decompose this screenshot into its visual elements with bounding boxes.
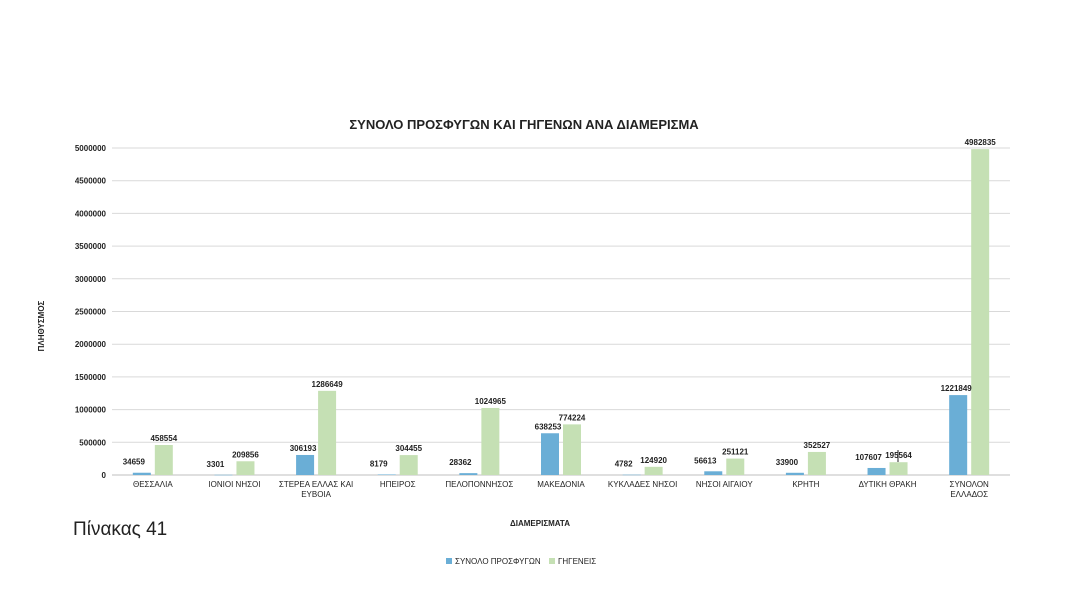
- data-label-refugees: 638253: [535, 422, 562, 431]
- bar-refugees: [296, 454, 315, 475]
- y-tick-label: 2000000: [75, 340, 107, 349]
- x-category-label: ΔΥΤΙΚΗ ΘΡΑΚΗ: [859, 480, 917, 489]
- data-label-refugees: 33900: [776, 458, 799, 467]
- y-tick-label: 4500000: [75, 177, 107, 186]
- bar-natives: [481, 407, 500, 475]
- data-label-refugees: 1221849: [941, 384, 973, 393]
- y-tick-label: 5000000: [75, 144, 107, 153]
- data-label-refugees: 306193: [290, 444, 317, 453]
- x-category-label: ΝΗΣΟΙ ΑΙΓΑΙΟΥ: [696, 480, 753, 489]
- bar-natives: [726, 458, 745, 475]
- y-axis-ticks: 0 500000 1000000 1500000 2000000 2500000 30000…: [75, 144, 107, 480]
- bar-natives: [236, 461, 255, 475]
- data-label-refugees: 56613: [694, 456, 717, 465]
- bar-refugees: [785, 472, 804, 475]
- bar-natives: [807, 451, 826, 475]
- bar-refugees: [704, 471, 723, 475]
- y-tick-label: 2500000: [75, 308, 107, 317]
- y-tick-label: 500000: [79, 438, 106, 447]
- bar-refugees: [132, 472, 151, 475]
- legend-label: ΣΥΝΟΛΟ ΠΡΟΣΦΥΓΩΝ: [455, 557, 541, 566]
- y-axis-title: ΠΛΗΘΥΣΜΟΣ: [37, 300, 46, 351]
- data-label-natives: 458554: [150, 434, 177, 443]
- y-tick-label: 3000000: [75, 275, 107, 284]
- legend-swatch: [446, 558, 452, 564]
- y-tick-label: 0: [102, 471, 107, 480]
- data-label-natives: 774224: [559, 413, 586, 422]
- x-category-label: ΙΟΝΙΟΙ ΝΗΣΟΙ: [208, 480, 260, 489]
- bars: [132, 149, 990, 476]
- x-category-label: ΣΤΕΡΕΑ ΕΛΛΑΣ ΚΑΙ: [279, 480, 353, 489]
- gridlines: [112, 147, 1010, 476]
- x-category-label: ΚΡΗΤΗ: [792, 480, 819, 489]
- legend-label: ΓΗΓΕΝΕΙΣ: [558, 557, 596, 566]
- legend-swatch: [549, 558, 555, 564]
- legend: ΣΥΝΟΛΟ ΠΡΟΣΦΥΓΩΝ ΓΗΓΕΝΕΙΣ: [446, 557, 596, 566]
- data-label-refugees: 8179: [370, 459, 388, 468]
- data-label-refugees: 28362: [449, 458, 472, 467]
- x-axis-title: ΔΙΑΜΕΡΙΣΜΑΤΑ: [510, 519, 570, 528]
- x-axis-categories: ΘΕΣΣΑΛΙΑ ΙΟΝΙΟΙ ΝΗΣΟΙ ΣΤΕΡΕΑ ΕΛΛΑΣ ΚΑΙΕΥΒΟ…: [133, 480, 989, 499]
- data-label-natives: 352527: [804, 441, 831, 450]
- bar-natives: [563, 424, 581, 475]
- x-category-label: ΕΥΒΟΙΑ: [301, 490, 331, 499]
- chart-title: ΣΥΝΟΛΟ ΠΡΟΣΦΥΓΩΝ ΚΑΙ ΓΗΓΕΝΩΝ ΑΝΑ ΔΙΑΜΕΡΙ…: [349, 117, 699, 132]
- data-label-refugees: 34659: [123, 458, 146, 467]
- data-label-refugees: 107607: [855, 453, 882, 462]
- data-label-refugees: 4782: [615, 460, 633, 469]
- x-category-label: ΚΥΚΛΑΔΕΣ ΝΗΣΟΙ: [608, 480, 677, 489]
- bar-refugees: [377, 474, 396, 475]
- x-category-label: ΜΑΚΕΔΟΝΙΑ: [537, 480, 585, 489]
- x-category-label: ΗΠΕΙΡΟΣ: [380, 480, 416, 489]
- bar-refugees: [214, 474, 233, 476]
- bar-natives: [889, 462, 908, 475]
- y-tick-label: 4000000: [75, 209, 107, 218]
- data-label-natives: 195564: [885, 451, 912, 460]
- data-label-natives: 209856: [232, 450, 259, 459]
- x-category-label: ΕΛΛΑΔΟΣ: [950, 490, 988, 499]
- bar-natives: [154, 445, 173, 475]
- data-label-natives: 304455: [395, 444, 422, 453]
- table-caption: Πίνακας 41: [73, 519, 168, 540]
- bar-refugees: [459, 473, 478, 475]
- x-category-label: ΣΥΝΟΛΟΝ: [950, 480, 990, 489]
- data-labels: 34659 458554 3301 209856 306193 1286649 8179 30…: [123, 138, 997, 469]
- bar-natives: [644, 466, 663, 475]
- bar-refugees: [622, 474, 641, 476]
- bar-refugees: [949, 395, 968, 475]
- bar-natives: [399, 455, 418, 475]
- data-label-natives: 251121: [722, 448, 749, 457]
- data-label-refugees: 3301: [207, 460, 225, 469]
- data-label-natives: 124920: [640, 456, 667, 465]
- bar-natives: [318, 390, 337, 475]
- y-tick-label: 3500000: [75, 242, 107, 251]
- x-category-label: ΘΕΣΣΑΛΙΑ: [133, 480, 173, 489]
- y-tick-label: 1500000: [75, 373, 107, 382]
- bar-refugees: [541, 433, 559, 475]
- y-tick-label: 1000000: [75, 406, 107, 415]
- data-label-natives: 4982835: [965, 138, 997, 147]
- data-label-natives: 1024965: [475, 397, 507, 406]
- data-label-natives: 1286649: [312, 380, 344, 389]
- x-category-label: ΠΕΛΟΠΟΝΝΗΣΟΣ: [445, 480, 513, 489]
- bar-natives: [971, 149, 990, 475]
- bar-refugees: [867, 467, 886, 475]
